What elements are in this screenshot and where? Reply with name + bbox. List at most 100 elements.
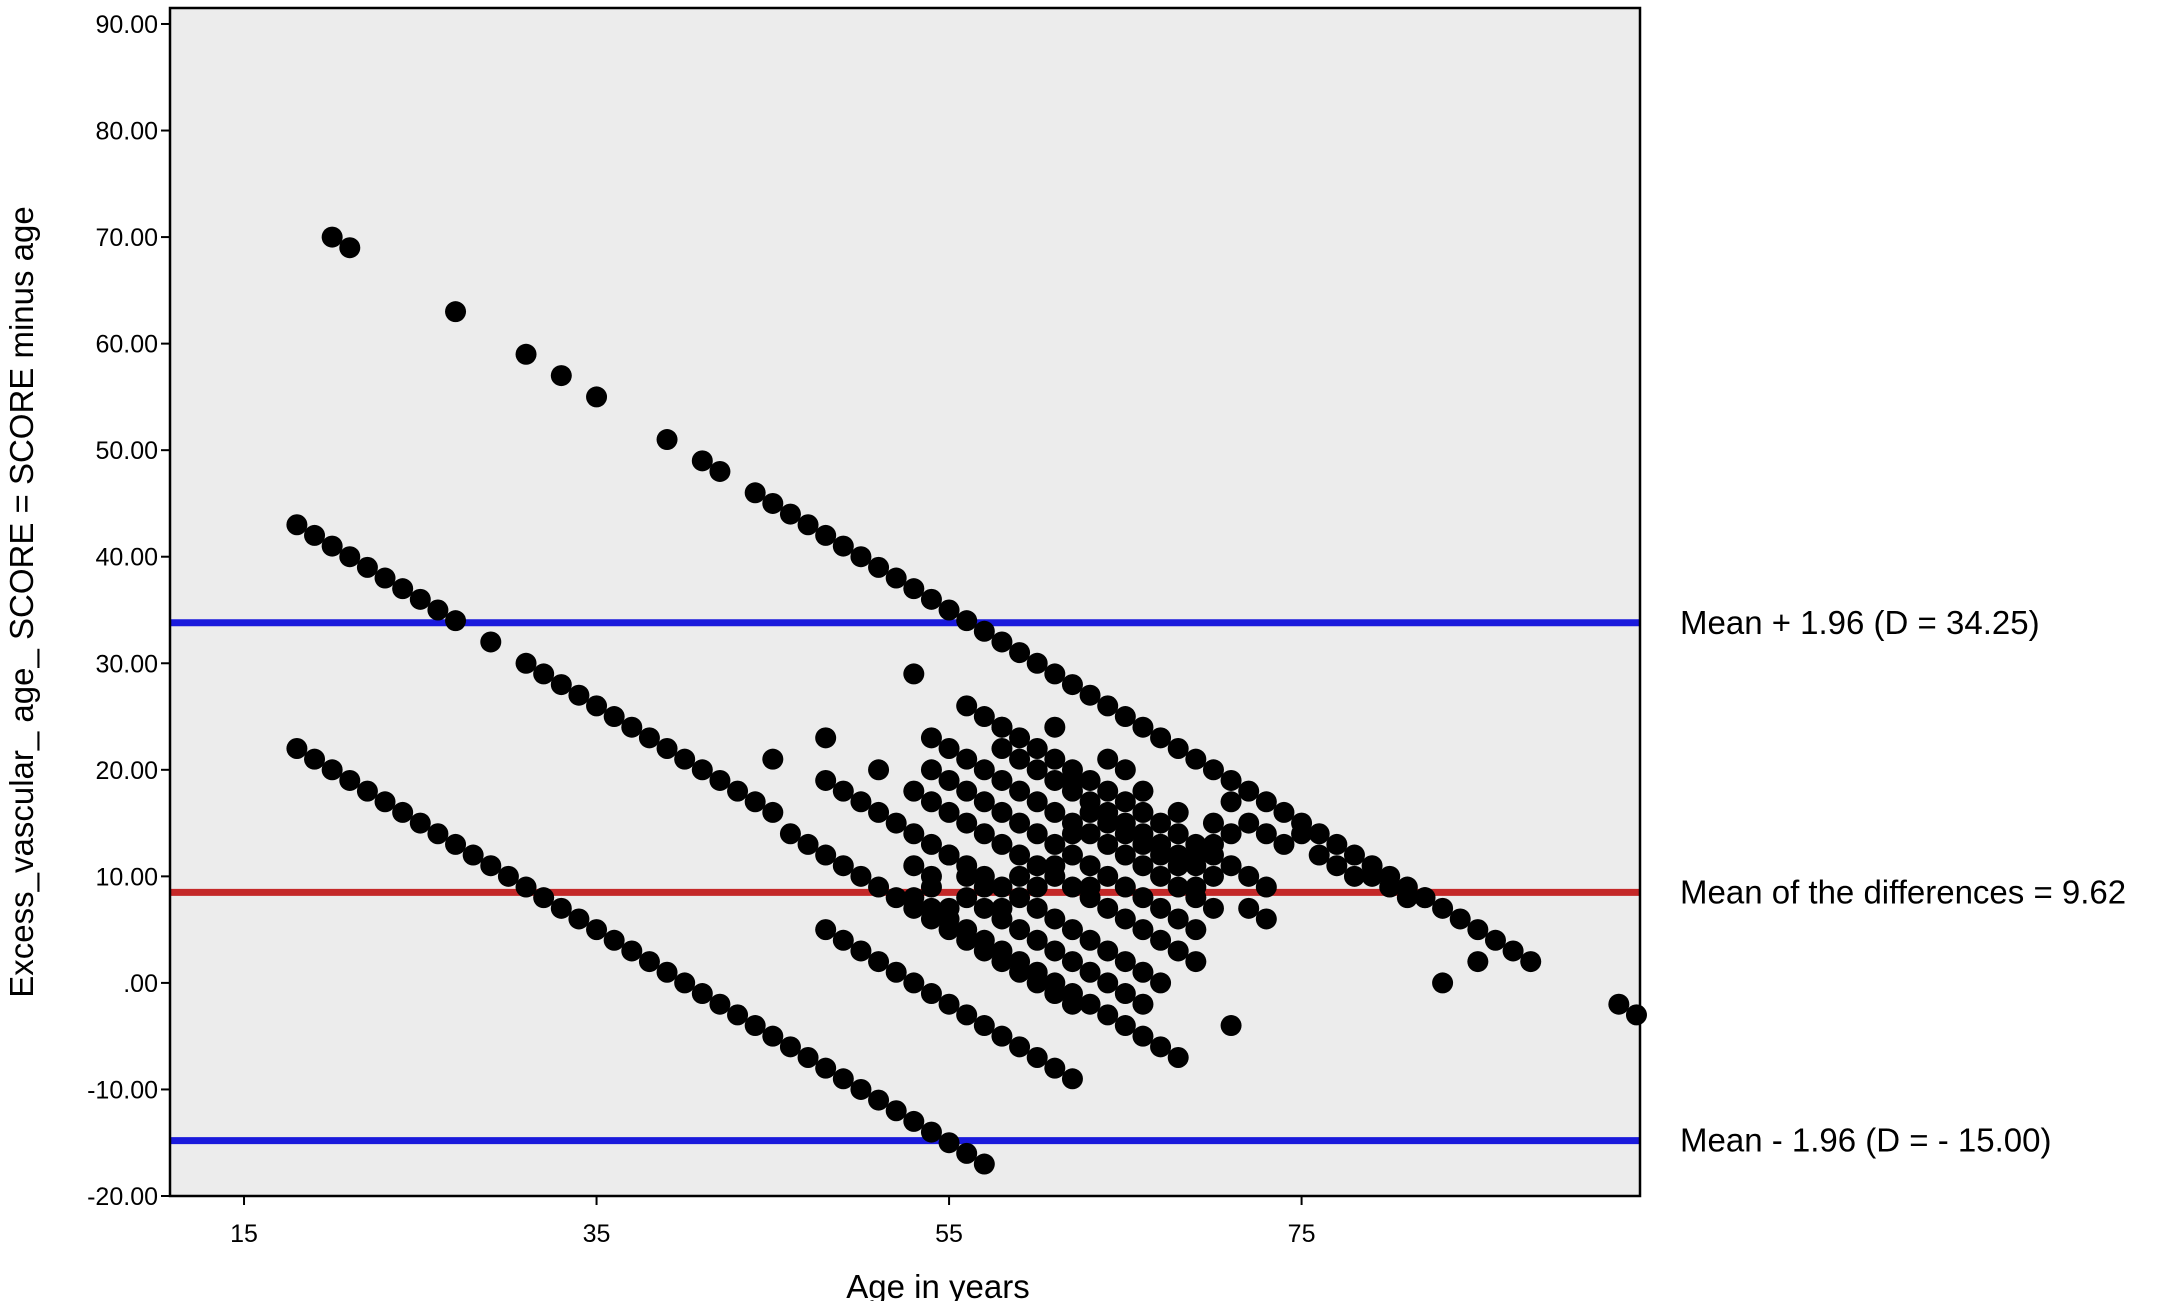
data-point: [586, 695, 608, 717]
data-point: [1150, 727, 1172, 749]
data-point: [1467, 919, 1489, 941]
data-point: [1114, 876, 1136, 898]
data-point: [991, 801, 1013, 823]
data-point: [1220, 769, 1242, 791]
data-point: [427, 599, 449, 621]
x-tick-label: 15: [230, 1220, 258, 1248]
data-point: [1114, 951, 1136, 973]
data-point: [1061, 983, 1083, 1005]
data-point: [1255, 791, 1277, 813]
data-point: [920, 876, 942, 898]
data-point: [868, 801, 890, 823]
data-point: [991, 897, 1013, 919]
data-point: [1220, 823, 1242, 845]
data-point: [1361, 865, 1383, 887]
data-point: [1132, 780, 1154, 802]
data-point: [1026, 738, 1048, 760]
data-point: [1150, 844, 1172, 866]
data-point: [1185, 951, 1207, 973]
data-point: [1097, 833, 1119, 855]
data-point: [445, 833, 467, 855]
data-point: [973, 1015, 995, 1037]
data-point: [903, 855, 925, 877]
data-point: [1467, 951, 1489, 973]
data-point: [1167, 940, 1189, 962]
data-point: [956, 919, 978, 941]
data-point: [1061, 823, 1083, 845]
data-point: [356, 780, 378, 802]
data-point: [286, 514, 308, 536]
data-point: [1220, 1015, 1242, 1037]
data-point: [1044, 833, 1066, 855]
data-point: [1044, 716, 1066, 738]
data-point: [568, 908, 590, 930]
y-tick-label: 40.00: [95, 544, 158, 572]
data-point: [1326, 833, 1348, 855]
data-point: [832, 780, 854, 802]
data-point: [638, 951, 660, 973]
data-point: [1009, 951, 1031, 973]
data-point: [1238, 780, 1260, 802]
data-point: [1044, 1057, 1066, 1079]
data-point: [727, 1004, 749, 1026]
y-tick-label: 50.00: [95, 437, 158, 465]
y-tick-label: -10.00: [87, 1076, 158, 1104]
data-point: [850, 546, 872, 568]
data-point: [515, 652, 537, 674]
data-point: [1079, 823, 1101, 845]
data-point: [938, 769, 960, 791]
data-point: [832, 535, 854, 557]
data-point: [991, 876, 1013, 898]
data-point: [1026, 929, 1048, 951]
data-point: [991, 769, 1013, 791]
data-point: [1026, 961, 1048, 983]
data-point: [1044, 855, 1066, 877]
data-point: [1114, 759, 1136, 781]
data-point: [991, 716, 1013, 738]
data-point: [973, 759, 995, 781]
data-point: [1414, 887, 1436, 909]
data-point: [1009, 780, 1031, 802]
data-point: [550, 365, 572, 387]
data-point: [1061, 876, 1083, 898]
data-point: [920, 588, 942, 610]
data-point: [1061, 674, 1083, 696]
data-point: [1484, 929, 1506, 951]
y-tick-label: 20.00: [95, 757, 158, 785]
data-point: [1044, 972, 1066, 994]
data-point: [1132, 801, 1154, 823]
data-point: [1202, 812, 1224, 834]
data-point: [533, 663, 555, 685]
data-point: [1061, 769, 1083, 791]
data-point: [903, 887, 925, 909]
data-point: [1061, 951, 1083, 973]
data-point: [1255, 908, 1277, 930]
data-point: [1167, 801, 1189, 823]
data-point: [920, 791, 942, 813]
data-point: [832, 1068, 854, 1090]
data-point: [797, 514, 819, 536]
data-point: [956, 1142, 978, 1164]
data-point: [1202, 833, 1224, 855]
data-point: [956, 887, 978, 909]
data-point: [480, 855, 502, 877]
data-point: [709, 769, 731, 791]
data-point: [339, 546, 361, 568]
x-tick-label: 75: [1288, 1220, 1316, 1248]
data-point: [656, 738, 678, 760]
data-point: [1079, 929, 1101, 951]
data-point: [920, 897, 942, 919]
data-point: [304, 748, 326, 770]
data-point: [1167, 876, 1189, 898]
data-point: [1255, 823, 1277, 845]
data-point: [744, 791, 766, 813]
data-point: [1379, 876, 1401, 898]
reference-line-label: Mean + 1.96 (D = 34.25): [1680, 604, 2040, 641]
data-point: [920, 833, 942, 855]
data-point: [1132, 919, 1154, 941]
data-point: [1097, 897, 1119, 919]
data-point: [903, 780, 925, 802]
data-point: [1343, 844, 1365, 866]
data-point: [938, 738, 960, 760]
data-point: [850, 1078, 872, 1100]
